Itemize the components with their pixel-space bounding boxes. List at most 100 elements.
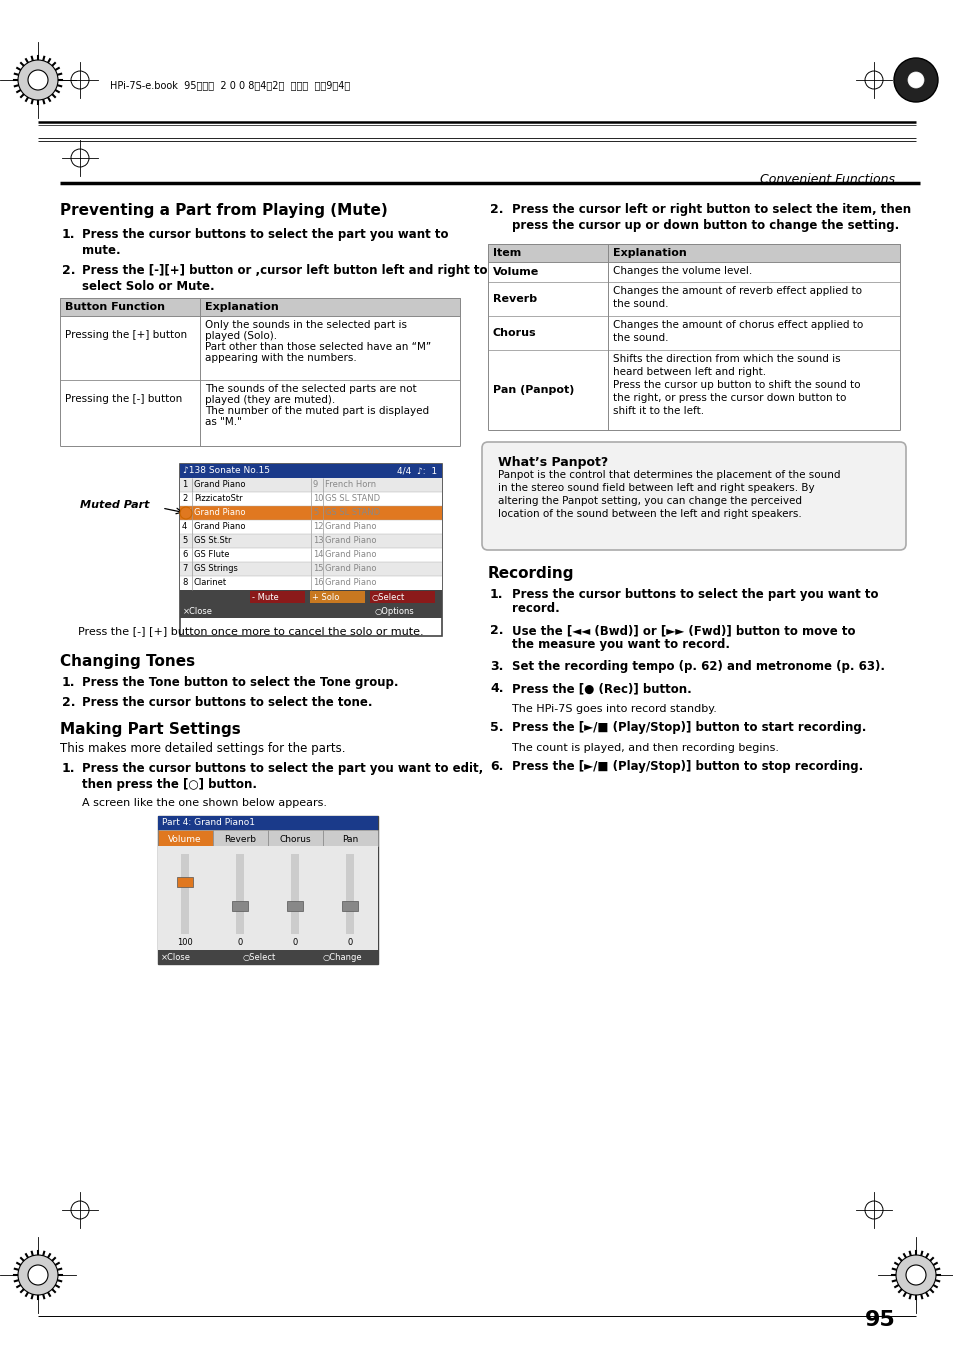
Bar bbox=[180, 576, 441, 590]
Text: 1.: 1. bbox=[62, 762, 75, 775]
Text: heard between left and right.: heard between left and right. bbox=[613, 367, 765, 377]
Text: Shifts the direction from which the sound is: Shifts the direction from which the soun… bbox=[613, 354, 840, 363]
Text: 4: 4 bbox=[182, 521, 187, 531]
Text: Muted Part: Muted Part bbox=[80, 500, 150, 509]
Text: the right, or press the cursor down button to: the right, or press the cursor down butt… bbox=[613, 393, 845, 403]
Text: Only the sounds in the selected part is: Only the sounds in the selected part is bbox=[205, 320, 407, 330]
Text: 8: 8 bbox=[182, 578, 187, 586]
Text: Grand Piano: Grand Piano bbox=[193, 521, 245, 531]
Text: the sound.: the sound. bbox=[613, 332, 668, 343]
Bar bbox=[180, 520, 441, 534]
Text: 5.: 5. bbox=[490, 721, 503, 734]
Text: ○Change: ○Change bbox=[323, 952, 362, 962]
Text: Chorus: Chorus bbox=[279, 835, 311, 844]
Text: + Solo: + Solo bbox=[312, 593, 339, 603]
Text: ○Options: ○Options bbox=[375, 607, 415, 616]
Text: 4.: 4. bbox=[490, 682, 503, 694]
Bar bbox=[180, 534, 441, 549]
Circle shape bbox=[895, 1255, 935, 1296]
Text: played (they are muted).: played (they are muted). bbox=[205, 394, 335, 405]
Bar bbox=[180, 549, 441, 562]
Text: Press the [-] [+] button once more to cancel the solo or mute.: Press the [-] [+] button once more to ca… bbox=[78, 626, 423, 636]
Text: as "M.": as "M." bbox=[205, 417, 242, 427]
Bar bbox=[213, 830, 268, 846]
Text: Reverb: Reverb bbox=[224, 835, 255, 844]
Text: altering the Panpot setting, you can change the perceived: altering the Panpot setting, you can cha… bbox=[497, 496, 801, 507]
Circle shape bbox=[907, 72, 923, 88]
Text: shift it to the left.: shift it to the left. bbox=[613, 407, 703, 416]
Text: Part 4: Grand Piano1: Part 4: Grand Piano1 bbox=[162, 817, 254, 827]
Circle shape bbox=[28, 1265, 48, 1285]
Text: What’s Panpot?: What’s Panpot? bbox=[497, 457, 608, 469]
Bar bbox=[180, 604, 441, 617]
Text: GS SL STAND: GS SL STAND bbox=[325, 508, 379, 517]
Text: 1.: 1. bbox=[62, 228, 75, 240]
Text: The number of the muted part is displayed: The number of the muted part is displaye… bbox=[205, 407, 429, 416]
Text: then press the [○] button.: then press the [○] button. bbox=[82, 778, 256, 790]
Text: record.: record. bbox=[512, 603, 559, 615]
Bar bbox=[181, 854, 189, 934]
Bar bbox=[180, 507, 441, 520]
Text: 1.: 1. bbox=[62, 676, 75, 689]
Circle shape bbox=[905, 1265, 925, 1285]
Text: Pan: Pan bbox=[341, 835, 357, 844]
Text: Grand Piano: Grand Piano bbox=[325, 550, 376, 559]
Text: - Mute: - Mute bbox=[252, 593, 278, 603]
Text: Set the recording tempo (p. 62) and metronome (p. 63).: Set the recording tempo (p. 62) and metr… bbox=[512, 661, 884, 673]
Text: Press the cursor buttons to select the tone.: Press the cursor buttons to select the t… bbox=[82, 696, 372, 709]
Text: Panpot is the control that determines the placement of the sound: Panpot is the control that determines th… bbox=[497, 470, 840, 480]
Bar bbox=[287, 901, 303, 911]
Text: 1.: 1. bbox=[490, 588, 503, 601]
Text: 2.: 2. bbox=[62, 696, 75, 709]
Text: 7: 7 bbox=[182, 563, 187, 573]
Text: GS St.Str: GS St.Str bbox=[193, 536, 232, 544]
Text: press the cursor up or down button to change the setting.: press the cursor up or down button to ch… bbox=[512, 219, 899, 232]
Text: PizzicatoStr: PizzicatoStr bbox=[193, 494, 242, 503]
Text: 5: 5 bbox=[182, 536, 187, 544]
Bar bbox=[158, 950, 377, 965]
Text: 0: 0 bbox=[237, 938, 242, 947]
Bar bbox=[235, 854, 244, 934]
Text: 6.: 6. bbox=[490, 761, 503, 773]
Text: The HPi-7S goes into record standby.: The HPi-7S goes into record standby. bbox=[512, 704, 716, 713]
Text: 6: 6 bbox=[182, 550, 187, 559]
Text: 15: 15 bbox=[313, 563, 323, 573]
Text: Reverb: Reverb bbox=[493, 295, 537, 304]
Bar bbox=[158, 830, 213, 846]
Text: Grand Piano: Grand Piano bbox=[325, 536, 376, 544]
Text: Changes the amount of reverb effect applied to: Changes the amount of reverb effect appl… bbox=[613, 286, 862, 296]
Text: This makes more detailed settings for the parts.: This makes more detailed settings for th… bbox=[60, 742, 345, 755]
Text: Grand Piano: Grand Piano bbox=[193, 508, 245, 517]
Text: ×Close: ×Close bbox=[183, 607, 213, 616]
Bar bbox=[310, 590, 365, 603]
Bar bbox=[180, 562, 441, 576]
Text: mute.: mute. bbox=[82, 245, 120, 257]
Text: ○Select: ○Select bbox=[243, 952, 276, 962]
Text: Making Part Settings: Making Part Settings bbox=[60, 721, 240, 738]
Bar bbox=[232, 901, 248, 911]
Bar bbox=[180, 590, 441, 604]
Circle shape bbox=[28, 70, 48, 91]
Text: select Solo or Mute.: select Solo or Mute. bbox=[82, 280, 214, 293]
Bar bbox=[158, 816, 377, 965]
Bar bbox=[158, 816, 377, 830]
Text: Press the cursor up button to shift the sound to: Press the cursor up button to shift the … bbox=[613, 380, 860, 390]
Circle shape bbox=[893, 58, 937, 101]
Text: M: M bbox=[183, 508, 191, 517]
Bar bbox=[60, 299, 459, 316]
Text: Clarinet: Clarinet bbox=[193, 578, 227, 586]
Text: 12: 12 bbox=[313, 521, 323, 531]
Bar bbox=[180, 463, 441, 478]
Bar bbox=[180, 478, 441, 492]
Text: appearing with the numbers.: appearing with the numbers. bbox=[205, 353, 356, 363]
Text: Button Function: Button Function bbox=[65, 303, 165, 312]
Text: in the stereo sound field between left and right speakers. By: in the stereo sound field between left a… bbox=[497, 484, 814, 493]
Text: Changes the amount of chorus effect applied to: Changes the amount of chorus effect appl… bbox=[613, 320, 862, 330]
Text: 16: 16 bbox=[313, 578, 323, 586]
Text: the sound.: the sound. bbox=[613, 299, 668, 309]
Text: Convenient Functions: Convenient Functions bbox=[760, 173, 894, 186]
Text: 1: 1 bbox=[182, 480, 187, 489]
Text: Press the [►/■ (Play/Stop)] button to start recording.: Press the [►/■ (Play/Stop)] button to st… bbox=[512, 721, 865, 734]
Text: GS Strings: GS Strings bbox=[193, 563, 237, 573]
Text: Pressing the [+] button: Pressing the [+] button bbox=[65, 330, 187, 340]
